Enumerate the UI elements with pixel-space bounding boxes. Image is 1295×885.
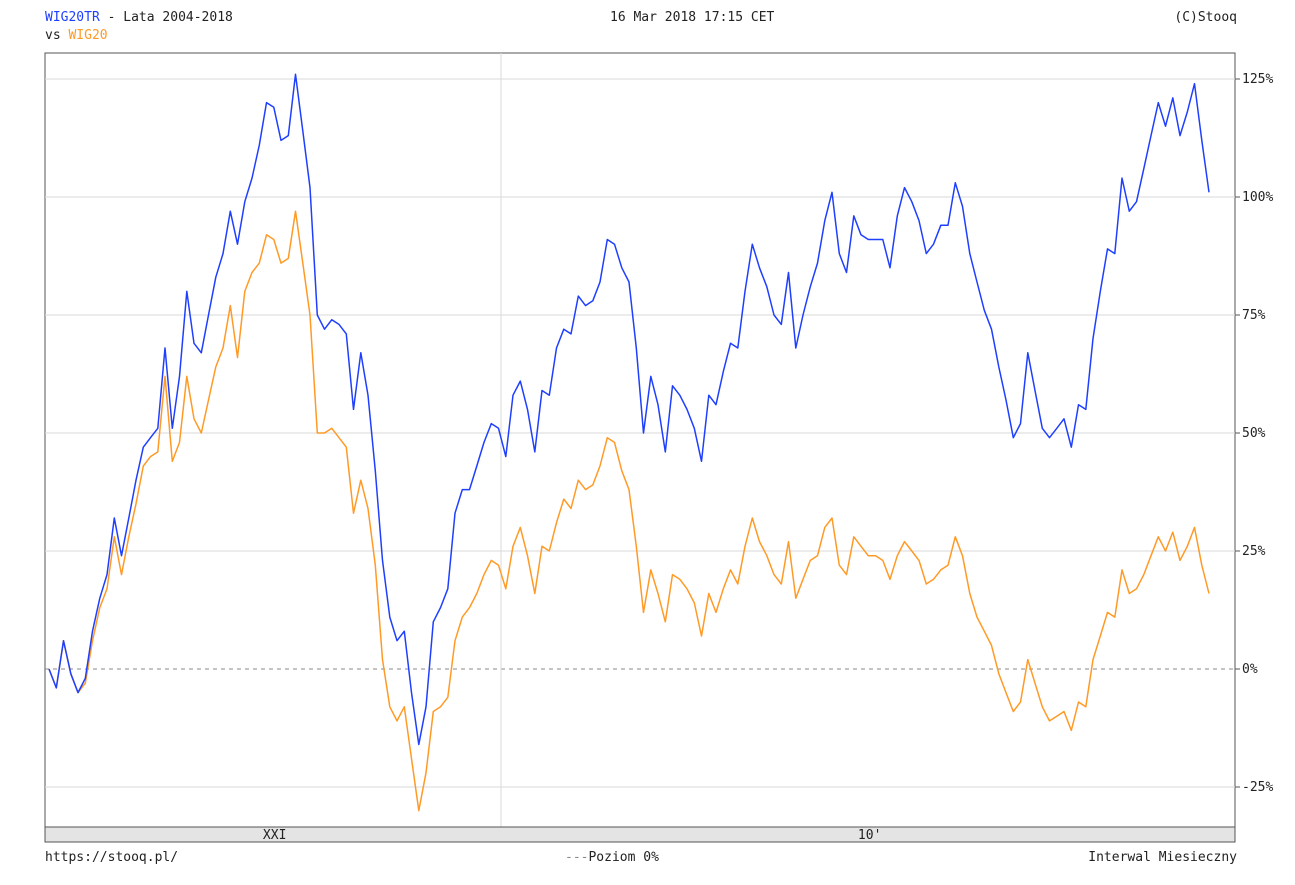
series-line-wig20tr (48, 73, 1210, 746)
y-tick-label: 125% (1242, 72, 1273, 87)
series-line-wig20 (48, 210, 1210, 812)
y-tick-label: 100% (1242, 190, 1273, 205)
period-label: 10' (858, 828, 881, 843)
primary-instrument-label[interactable]: WIG20TR (45, 10, 100, 25)
y-tick-label: 75% (1242, 308, 1266, 323)
compare-instrument-label[interactable]: WIG20 (68, 28, 108, 43)
compare-line: vs WIG20 (45, 28, 108, 43)
vs-prefix: vs (45, 28, 69, 43)
zero-level-legend: ---Poziom 0% (565, 850, 659, 865)
y-tick-label: 50% (1242, 426, 1266, 441)
copyright-label: (C)Stooq (1174, 10, 1237, 25)
period-label: XXI (263, 828, 286, 843)
chart-title: WIG20TR - Lata 2004-2018 (45, 10, 233, 25)
plot-area (44, 52, 1236, 828)
interval-label: Interwal Miesieczny (1088, 850, 1237, 865)
y-tick-label: 25% (1242, 544, 1266, 559)
y-tick-label: -25% (1242, 780, 1273, 795)
datetime-label: 16 Mar 2018 17:15 CET (610, 10, 775, 25)
zero-level-legend-label: Poziom 0% (588, 850, 659, 865)
y-tick-label: 0% (1242, 662, 1258, 677)
period-bar (44, 826, 1236, 843)
source-url[interactable]: https://stooq.pl/ (45, 850, 179, 865)
title-suffix: - Lata 2004-2018 (99, 10, 233, 25)
zero-level-legend-dash: --- (565, 850, 589, 865)
